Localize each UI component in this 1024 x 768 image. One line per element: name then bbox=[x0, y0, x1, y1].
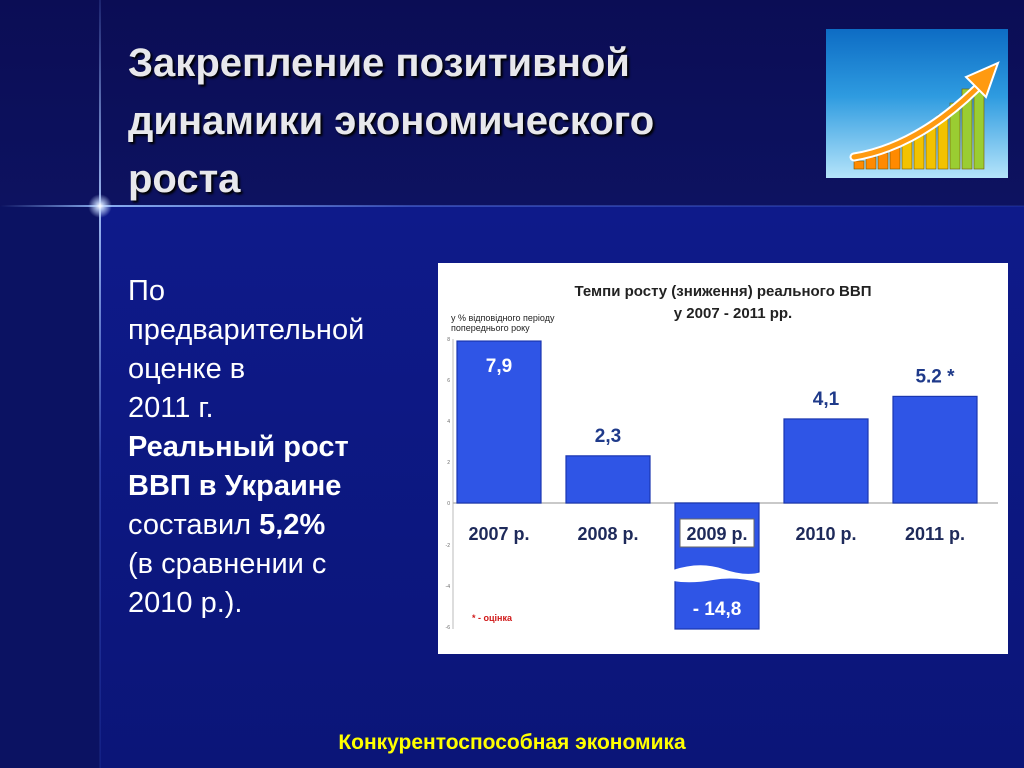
chart-subtitle: у 2007 - 2011 рр. bbox=[674, 305, 792, 322]
logo-bar bbox=[961, 88, 973, 170]
y-tick-label: -6 bbox=[446, 625, 451, 631]
value-label: - 14,8 bbox=[693, 599, 742, 620]
sparkle-icon bbox=[88, 194, 112, 218]
vertical-divider bbox=[99, 0, 101, 768]
axis-break-mark bbox=[673, 565, 761, 583]
growth-chart-arrow-icon bbox=[826, 29, 1008, 178]
category-label: 2007 р. bbox=[468, 524, 529, 544]
body-bold-line: Реальный рост bbox=[128, 428, 418, 467]
body-line: 2010 р.). bbox=[128, 587, 243, 619]
estimate-note: * - оцінка bbox=[472, 613, 513, 623]
growth-value: 5,2% bbox=[259, 509, 326, 541]
body-line: (в сравнении с bbox=[128, 548, 327, 580]
category-label: 2011 р. bbox=[905, 524, 965, 544]
body-line: оценке в bbox=[128, 353, 246, 385]
body-bold-text: Реальный рост bbox=[128, 431, 349, 463]
left-band bbox=[0, 206, 100, 768]
title-line: роста bbox=[128, 157, 241, 201]
gdp-chart: Темпи росту (зниження) реального ВВП у 2… bbox=[438, 263, 1008, 654]
bar bbox=[892, 395, 978, 504]
y-axis-label: попереднього року bbox=[451, 323, 530, 333]
body-bold-line: ВВП в Украине bbox=[128, 467, 418, 506]
value-label: 4,1 bbox=[813, 389, 840, 410]
slide-title: Закрепление позитивной динамики экономич… bbox=[128, 34, 788, 208]
y-tick-label: 2 bbox=[447, 460, 450, 466]
body-bold-text: ВВП в Украине bbox=[128, 470, 342, 502]
logo-bar bbox=[853, 160, 865, 170]
y-tick-label: 0 bbox=[447, 501, 450, 507]
bar bbox=[456, 340, 542, 504]
bar bbox=[565, 455, 651, 504]
body-text-span: составил bbox=[128, 509, 260, 541]
y-tick-label: -4 bbox=[446, 584, 451, 590]
body-line: предварительной bbox=[128, 314, 365, 346]
slide-footer: Конкурентоспособная экономика bbox=[338, 731, 686, 754]
y-tick-label: -2 bbox=[446, 543, 451, 549]
chart-title: Темпи росту (зниження) реального ВВП bbox=[575, 283, 872, 300]
body-line: По bbox=[128, 275, 165, 307]
bar bbox=[783, 418, 869, 504]
category-label-box bbox=[679, 518, 755, 548]
y-tick-label: 8 bbox=[447, 337, 450, 343]
y-tick-label: 4 bbox=[447, 419, 450, 425]
body-line: составил 5,2% bbox=[128, 506, 418, 545]
value-label: 5.2 * bbox=[915, 366, 955, 387]
horizontal-divider bbox=[0, 205, 1024, 207]
category-label: 2009 р. bbox=[686, 524, 747, 544]
body-line: 2011 г. bbox=[128, 392, 214, 424]
chart-canvas: Темпи росту (зниження) реального ВВП у 2… bbox=[446, 283, 998, 631]
category-label: 2010 р. bbox=[795, 524, 856, 544]
y-axis-label: у % відповідного періоду bbox=[451, 313, 555, 323]
title-line: Закрепление позитивной bbox=[128, 41, 630, 85]
y-tick-label: 6 bbox=[447, 378, 450, 384]
title-line: динамики экономического bbox=[128, 99, 655, 143]
body-text: По предварительной оценке в 2011 г. Реал… bbox=[128, 272, 418, 623]
value-label: 7,9 bbox=[486, 356, 512, 377]
value-label: 2,3 bbox=[595, 426, 621, 447]
category-label: 2008 р. bbox=[577, 524, 638, 544]
